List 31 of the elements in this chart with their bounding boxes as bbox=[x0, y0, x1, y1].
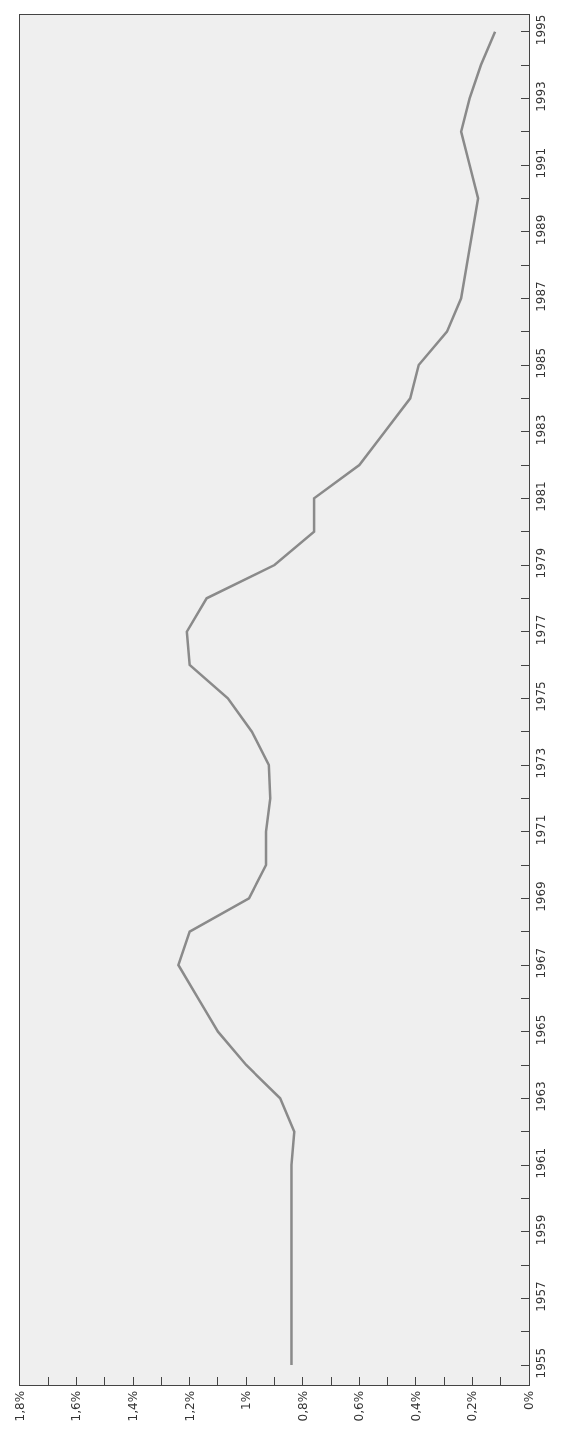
y-tick-label: 1969 bbox=[533, 881, 548, 912]
x-tick-label: 1,2% bbox=[182, 1390, 197, 1422]
y-tick-label: 1987 bbox=[533, 281, 548, 312]
y-tick-label: 1973 bbox=[533, 747, 548, 779]
y-tick-label: 1991 bbox=[533, 147, 548, 179]
x-tick-label: 0,2% bbox=[465, 1390, 480, 1422]
x-tick-label: 1,8% bbox=[12, 1390, 27, 1422]
x-tick-label: 0,6% bbox=[352, 1390, 367, 1422]
y-tick-label: 1983 bbox=[533, 414, 548, 446]
y-tick-label: 1955 bbox=[533, 1347, 548, 1379]
y-tick-label: 1959 bbox=[533, 1214, 548, 1246]
y-tick-label: 1957 bbox=[533, 1281, 548, 1312]
x-tick-label: 0,4% bbox=[408, 1390, 423, 1422]
y-tick-label: 1963 bbox=[533, 1081, 548, 1112]
y-tick-label: 1965 bbox=[533, 1014, 548, 1046]
y-tick-label: 1993 bbox=[533, 81, 548, 112]
y-tick-label: 1975 bbox=[533, 681, 548, 712]
y-tick-label: 1977 bbox=[533, 614, 548, 646]
y-tick-label: 1979 bbox=[533, 547, 548, 579]
y-tick-label: 1989 bbox=[533, 214, 548, 246]
y-tick-label: 1981 bbox=[533, 481, 548, 512]
y-tick-label: 1967 bbox=[533, 947, 548, 979]
x-tick-label: 1% bbox=[239, 1390, 254, 1410]
y-tick-label: 1961 bbox=[533, 1147, 548, 1179]
x-tick-label: 0% bbox=[521, 1390, 536, 1410]
x-tick-label: 1,4% bbox=[126, 1390, 141, 1422]
y-tick-label: 1971 bbox=[533, 814, 548, 846]
y-tick-label: 1985 bbox=[533, 347, 548, 379]
x-tick-label: 0,8% bbox=[295, 1390, 310, 1422]
x-tick-label: 1,6% bbox=[69, 1390, 84, 1422]
y-tick-label: 1995 bbox=[533, 14, 548, 46]
